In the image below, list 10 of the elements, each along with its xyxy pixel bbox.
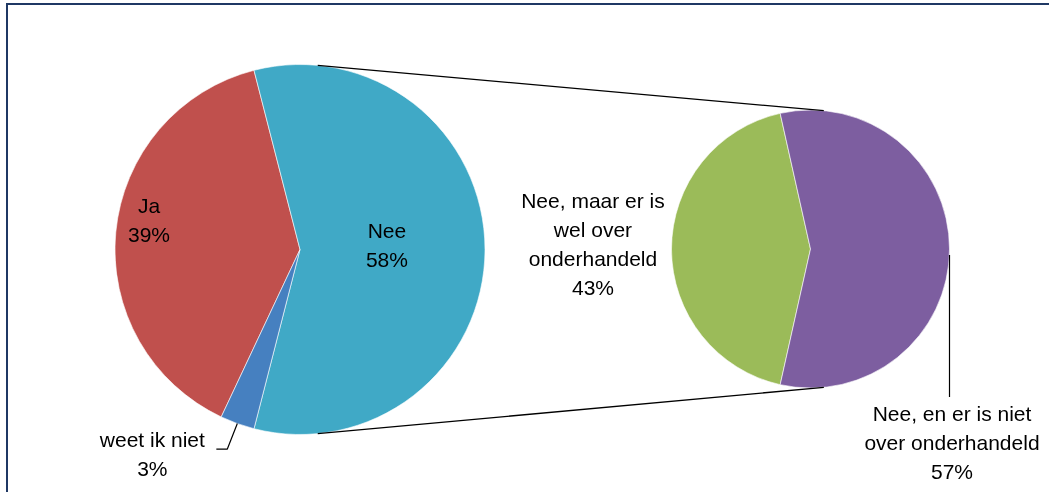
- slice-label: Nee, en er is niet over onderhandeld: [864, 402, 1040, 454]
- slice-label: Ja: [137, 193, 161, 217]
- data-label: 58%: [365, 248, 408, 271]
- data-label: 57%: [930, 460, 974, 483]
- data-label: 43%: [571, 275, 614, 299]
- slice-label: Nee: [367, 219, 407, 242]
- data-label: 3%: [137, 457, 168, 481]
- slice-label: Nee, maar er is wel over onderhandeld: [521, 188, 665, 270]
- data-label: 39%: [127, 222, 170, 246]
- slice-label: weet ik niet: [98, 428, 206, 452]
